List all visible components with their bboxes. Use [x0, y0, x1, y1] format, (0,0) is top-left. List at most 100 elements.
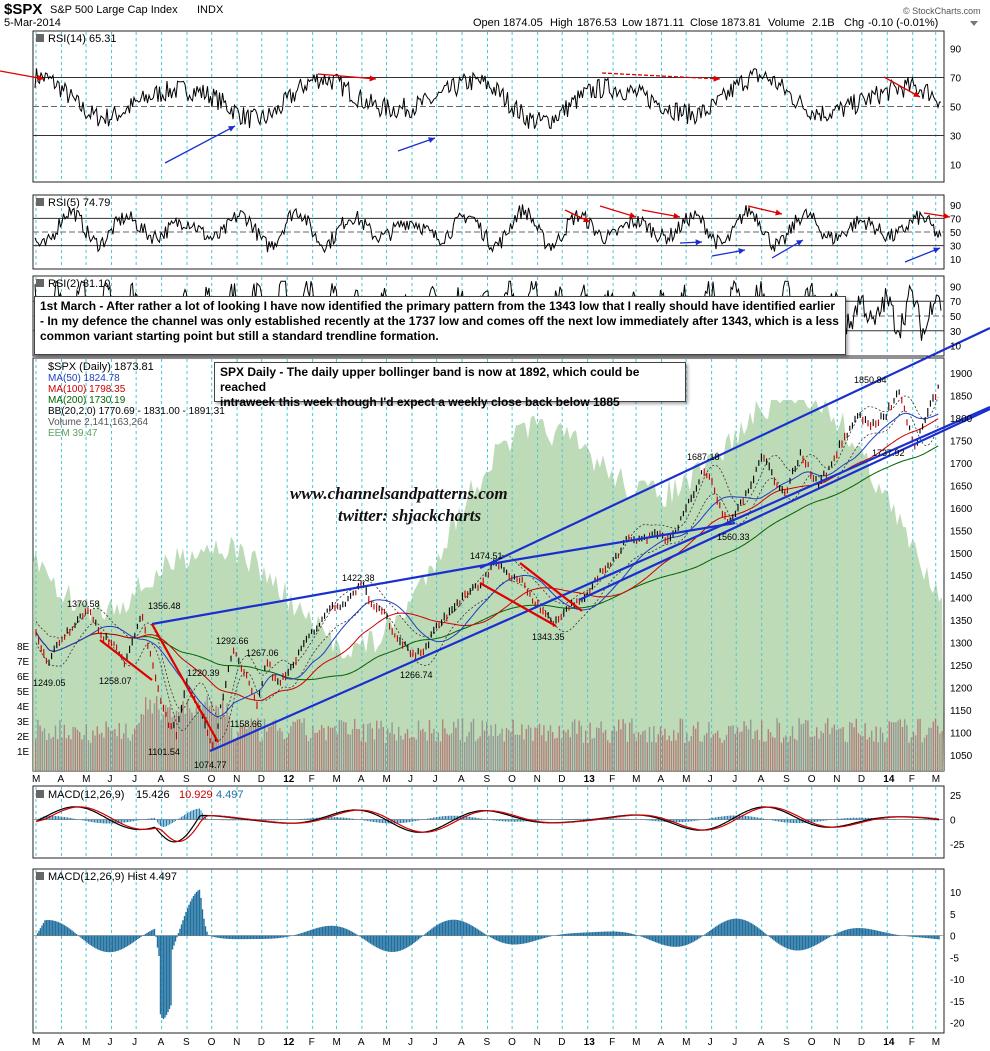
x-tick-label-upper: M: [932, 774, 940, 785]
volume-bar: [376, 720, 378, 771]
high-value: 1876.53: [577, 17, 617, 29]
volume-bar: [380, 720, 382, 771]
price-tick-label: 1900: [950, 369, 973, 380]
hist-tick-label: -5: [950, 953, 959, 964]
x-tick-label-upper: N: [833, 774, 840, 785]
legend-item-price: $SPX (Daily) 1873.81: [48, 361, 154, 373]
volume-bar: [877, 742, 879, 771]
volume-bar: [642, 731, 644, 771]
volume-bar: [811, 736, 813, 771]
price-tick-label: 1300: [950, 639, 973, 650]
volume-bar: [516, 734, 519, 771]
volume-bar: [778, 722, 780, 771]
x-tick-label-upper: 12: [283, 774, 295, 785]
volume-bar: [732, 725, 734, 771]
volume-bar: [791, 726, 794, 771]
volume-bar: [750, 719, 752, 771]
price-tick-label: 1850: [950, 391, 973, 402]
legend-item-ma100: MA(100) 1798.35: [48, 384, 126, 395]
price-label: 1266.74: [400, 670, 433, 680]
volume-bar: [347, 734, 349, 771]
macd-tick-label: 0: [950, 816, 956, 827]
x-tick-label-upper: O: [508, 774, 516, 785]
x-tick-label-lower: D: [858, 1037, 865, 1048]
volume-bar: [43, 728, 46, 771]
macd-label: MACD(12,26,9): [48, 789, 124, 801]
rsi5-arrow-red-3-head: [673, 212, 680, 219]
price-tick-label: 1150: [950, 706, 972, 717]
volume-bar: [213, 715, 215, 771]
price-tick-label: 1350: [950, 616, 973, 627]
x-tick-label-upper: O: [208, 774, 216, 785]
volume-bar: [800, 724, 802, 771]
volume-bar: [138, 722, 140, 771]
rsi-tick-label: 50: [950, 312, 962, 323]
volume-tick-label: 6E: [17, 672, 30, 683]
high-label: High: [550, 17, 573, 29]
volume-bar: [48, 733, 50, 771]
volume-bar: [435, 741, 437, 771]
volume-bar: [805, 719, 807, 771]
volume-bar: [57, 739, 59, 771]
volume-bar: [536, 727, 538, 771]
macd-value-1: 15.426: [136, 789, 170, 801]
volume-bar: [70, 739, 72, 771]
volume-bar: [105, 721, 107, 771]
volume-bar: [882, 732, 884, 771]
volume-bar: [514, 734, 516, 771]
x-tick-label-lower: 13: [584, 1037, 596, 1048]
volume-bar: [145, 697, 147, 771]
credit: © StockCharts.com: [903, 6, 981, 16]
volume-bar: [532, 740, 534, 771]
volume-bar: [83, 735, 85, 771]
volume-bar: [637, 732, 640, 771]
volume-bar: [325, 740, 327, 771]
volume-bar: [114, 729, 116, 771]
chg-dropdown-icon[interactable]: [970, 21, 978, 26]
volume-bar: [329, 727, 332, 771]
volume-bar: [255, 721, 257, 771]
volume-bar: [268, 727, 270, 771]
rsi-tick-label: 30: [950, 132, 962, 143]
volume-bar: [35, 739, 37, 771]
volume-bar: [457, 718, 459, 771]
volume-bar: [818, 738, 820, 771]
volume-bar: [338, 720, 340, 771]
watermark-twitter: twitter: shjackcharts: [338, 506, 482, 525]
volume-bar: [81, 739, 83, 771]
volume-bar: [358, 729, 360, 771]
volume-bar: [202, 705, 204, 771]
x-tick-label-lower: M: [32, 1037, 40, 1048]
volume-bar: [411, 736, 413, 771]
volume-bar: [939, 733, 941, 771]
volume-bar: [829, 734, 831, 771]
volume-bar: [140, 713, 142, 771]
hist-tick-label: 0: [950, 932, 956, 943]
volume-bar: [855, 718, 857, 771]
volume-bar: [666, 740, 668, 771]
volume-bar: [171, 717, 173, 771]
volume-bar: [204, 701, 206, 771]
x-tick-label-lower: A: [758, 1037, 765, 1048]
x-tick-label-lower: S: [783, 1037, 790, 1048]
volume-bar: [41, 731, 43, 771]
x-tick-label-upper: J: [433, 774, 438, 785]
price-label: 1158.66: [230, 719, 262, 729]
hist-tick-label: -20: [950, 1019, 965, 1030]
volume-bar: [92, 730, 94, 771]
lower-channel-trendline: [209, 405, 990, 753]
volume-bar: [79, 731, 81, 771]
price-tick-label: 1650: [950, 481, 973, 492]
volume-bar: [928, 727, 930, 771]
volume-bar: [257, 718, 259, 771]
x-tick-label-lower: M: [932, 1037, 940, 1048]
volume-bar: [351, 729, 354, 771]
volume-bar: [675, 740, 677, 771]
x-tick-label-lower: J: [732, 1037, 737, 1048]
volume-bar: [827, 718, 829, 771]
price-tick-label: 1250: [950, 661, 973, 672]
volume-bar: [756, 729, 758, 771]
volume-bar: [303, 718, 305, 771]
volume-bar: [219, 715, 222, 771]
volume-bar: [479, 736, 481, 771]
